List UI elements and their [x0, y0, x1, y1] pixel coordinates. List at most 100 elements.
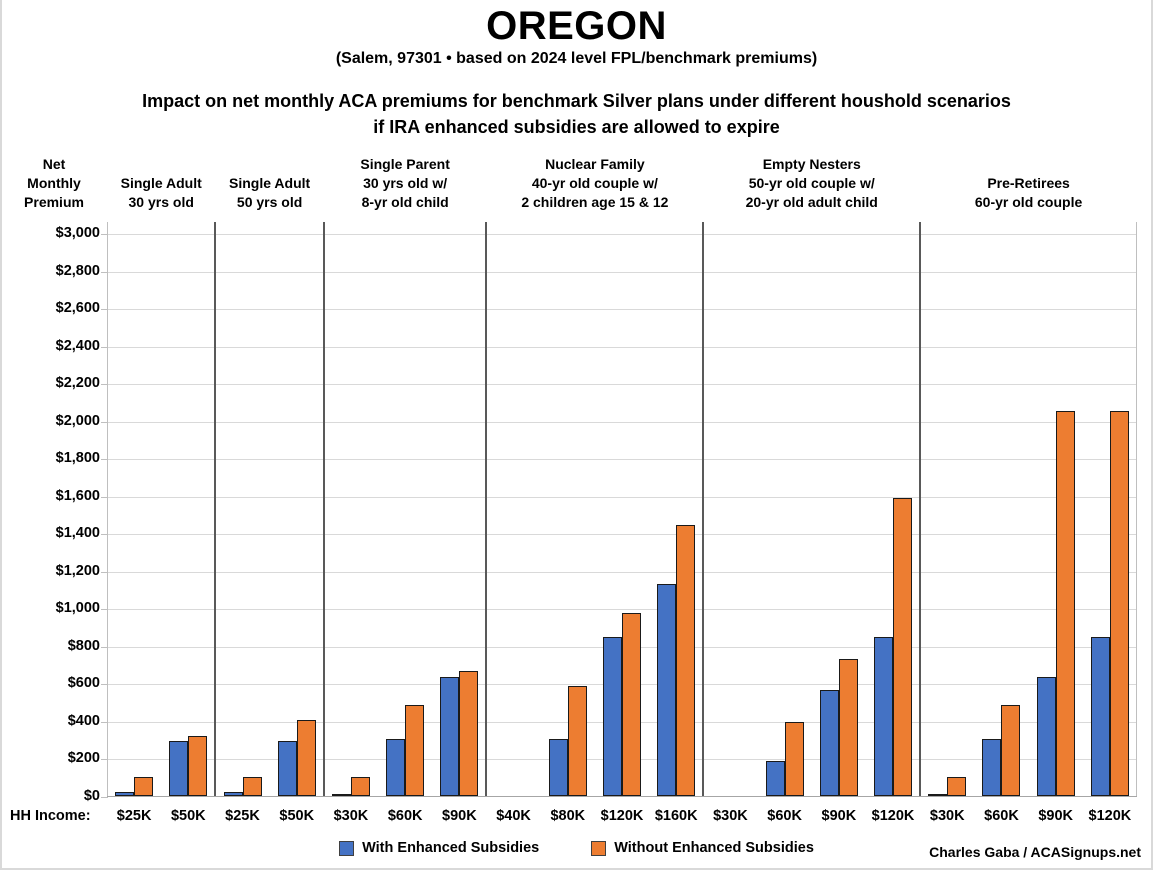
y-tick-mark	[101, 384, 108, 386]
panel-title-line: 30 yrs old	[128, 194, 194, 210]
bar-without-enhanced-subsidies	[947, 777, 967, 796]
chart-heading-line-2: if IRA enhanced subsidies are allowed to…	[373, 117, 780, 137]
x-category-label: $60K	[984, 808, 1019, 824]
panel-title-line: Single Adult	[229, 175, 311, 191]
gridline	[107, 421, 1137, 423]
legend-swatch-without-enhanced	[591, 840, 607, 856]
gridline	[107, 496, 1137, 498]
plot-left-edge	[107, 222, 108, 797]
bar-with-enhanced-subsidies	[603, 637, 622, 796]
bar-without-enhanced-subsidies	[459, 671, 479, 796]
bar-with-enhanced-subsidies	[765, 761, 785, 796]
bar-without-enhanced-subsidies	[134, 777, 154, 796]
panel-divider	[214, 222, 217, 797]
bar-with-enhanced-subsidies	[223, 792, 243, 796]
panel-title: Single Adult 50 yrs old	[215, 148, 323, 212]
bar-with-enhanced-subsidies	[386, 739, 406, 796]
y-tick-mark	[101, 234, 108, 235]
x-category-label: $50K	[170, 808, 206, 824]
bar-with-enhanced-subsidies	[331, 794, 351, 796]
x-category-label: $120K	[600, 808, 644, 824]
gridline	[107, 534, 1137, 536]
panel-title-line: 50 yrs old	[236, 194, 303, 210]
y-tick-label: $3,000	[55, 225, 100, 241]
panel-title-line: Single Adult	[120, 175, 202, 191]
panel-title-line: 60-yr old couple	[974, 194, 1083, 210]
panel-title: Pre-Retirees 60-yr old couple	[920, 148, 1137, 212]
x-category-label: $50K	[279, 808, 315, 824]
bar-with-enhanced-subsidies	[277, 741, 297, 796]
y-tick-label: $1,400	[55, 525, 100, 542]
bar-with-enhanced-subsidies	[1036, 677, 1056, 796]
panel-title-line: Pre-Retirees	[987, 175, 1070, 191]
x-category-label: $40K	[496, 808, 531, 824]
x-category-label: $30K	[929, 808, 965, 824]
bar-with-enhanced-subsidies	[1090, 637, 1110, 796]
bar-without-enhanced-subsidies	[405, 705, 425, 796]
bar-without-enhanced-subsidies	[296, 720, 316, 796]
panel-title-line: 50-yr old couple w/	[748, 175, 875, 191]
y-tick-mark	[101, 421, 108, 423]
y-tick-mark	[101, 459, 108, 461]
x-category-label: $90K	[1038, 808, 1074, 824]
x-category-label: $25K	[225, 808, 260, 824]
y-tick-label: $200	[67, 750, 100, 767]
y-tick-mark	[101, 309, 108, 311]
y-tick-mark	[101, 609, 108, 611]
legend-label: With Enhanced Subsidies	[362, 840, 540, 856]
y-tick-mark	[101, 759, 108, 761]
y-axis-title: Net Monthly Premium	[8, 155, 100, 212]
bar-without-enhanced-subsidies	[676, 525, 696, 796]
bar-without-enhanced-subsidies	[893, 498, 913, 796]
chart-title: OREGON	[486, 4, 667, 48]
x-category-label: $30K	[333, 808, 369, 824]
bar-without-enhanced-subsidies	[188, 736, 208, 796]
y-tick-mark	[101, 534, 108, 536]
y-tick-label: $600	[67, 675, 100, 692]
panel-divider	[702, 222, 705, 797]
y-tick-label: $2,800	[55, 262, 100, 279]
panel-divider	[485, 222, 488, 797]
y-tick-mark	[101, 496, 108, 498]
panel-divider	[322, 222, 325, 797]
plot-right-edge	[1136, 222, 1137, 797]
panel-title-line: 40-yr old couple w/	[531, 175, 658, 191]
y-tick-mark	[101, 684, 108, 686]
gridline	[107, 271, 1137, 273]
legend-label: Without Enhanced Subsidies	[614, 840, 814, 856]
bar-without-enhanced-subsidies	[838, 659, 858, 796]
legend-item-without-enhanced: Without Enhanced Subsidies	[591, 840, 814, 856]
gridline	[107, 571, 1137, 573]
chart-heading-line-1: Impact on net monthly ACA premiums for b…	[142, 91, 1011, 111]
x-category-label: $60K	[387, 808, 423, 824]
y-axis-title-line-3: Premium	[24, 194, 84, 210]
chart-subtitle: (Salem, 97301 • based on 2024 level FPL/…	[335, 50, 818, 67]
y-tick-label: $1,200	[55, 562, 100, 579]
x-category-label: $120K	[1088, 808, 1132, 824]
gridline	[107, 459, 1137, 461]
panel-divider	[919, 222, 922, 797]
y-tick-mark	[101, 346, 108, 348]
bar-without-enhanced-subsidies	[1109, 411, 1129, 796]
panel-title: Single Adult 30 yrs old	[107, 148, 215, 212]
y-tick-label: $2,400	[55, 337, 100, 354]
bar-with-enhanced-subsidies	[928, 794, 948, 796]
y-tick-label: $2,000	[55, 412, 100, 429]
x-category-label: $80K	[550, 808, 586, 824]
legend-swatch-with-enhanced	[339, 840, 355, 856]
plot-area	[107, 222, 1137, 797]
legend-item-with-enhanced: With Enhanced Subsidies	[339, 840, 539, 856]
panel-title-line: 2 children age 15 & 12	[521, 194, 669, 210]
gridline	[107, 384, 1137, 386]
panel-title: Empty Nesters 50-yr old couple w/20-yr ol…	[703, 148, 920, 212]
x-category-label: $60K	[767, 808, 802, 824]
y-tick-mark	[101, 797, 108, 798]
x-axis-line	[107, 796, 1137, 797]
bar-with-enhanced-subsidies	[548, 739, 568, 796]
y-tick-mark	[101, 271, 108, 273]
y-tick-mark	[101, 571, 108, 573]
y-tick-mark	[101, 646, 108, 648]
gridline	[107, 609, 1137, 611]
x-category-label: $25K	[116, 808, 152, 824]
credit-attribution: Charles Gaba / ACASignups.net	[929, 844, 1141, 860]
